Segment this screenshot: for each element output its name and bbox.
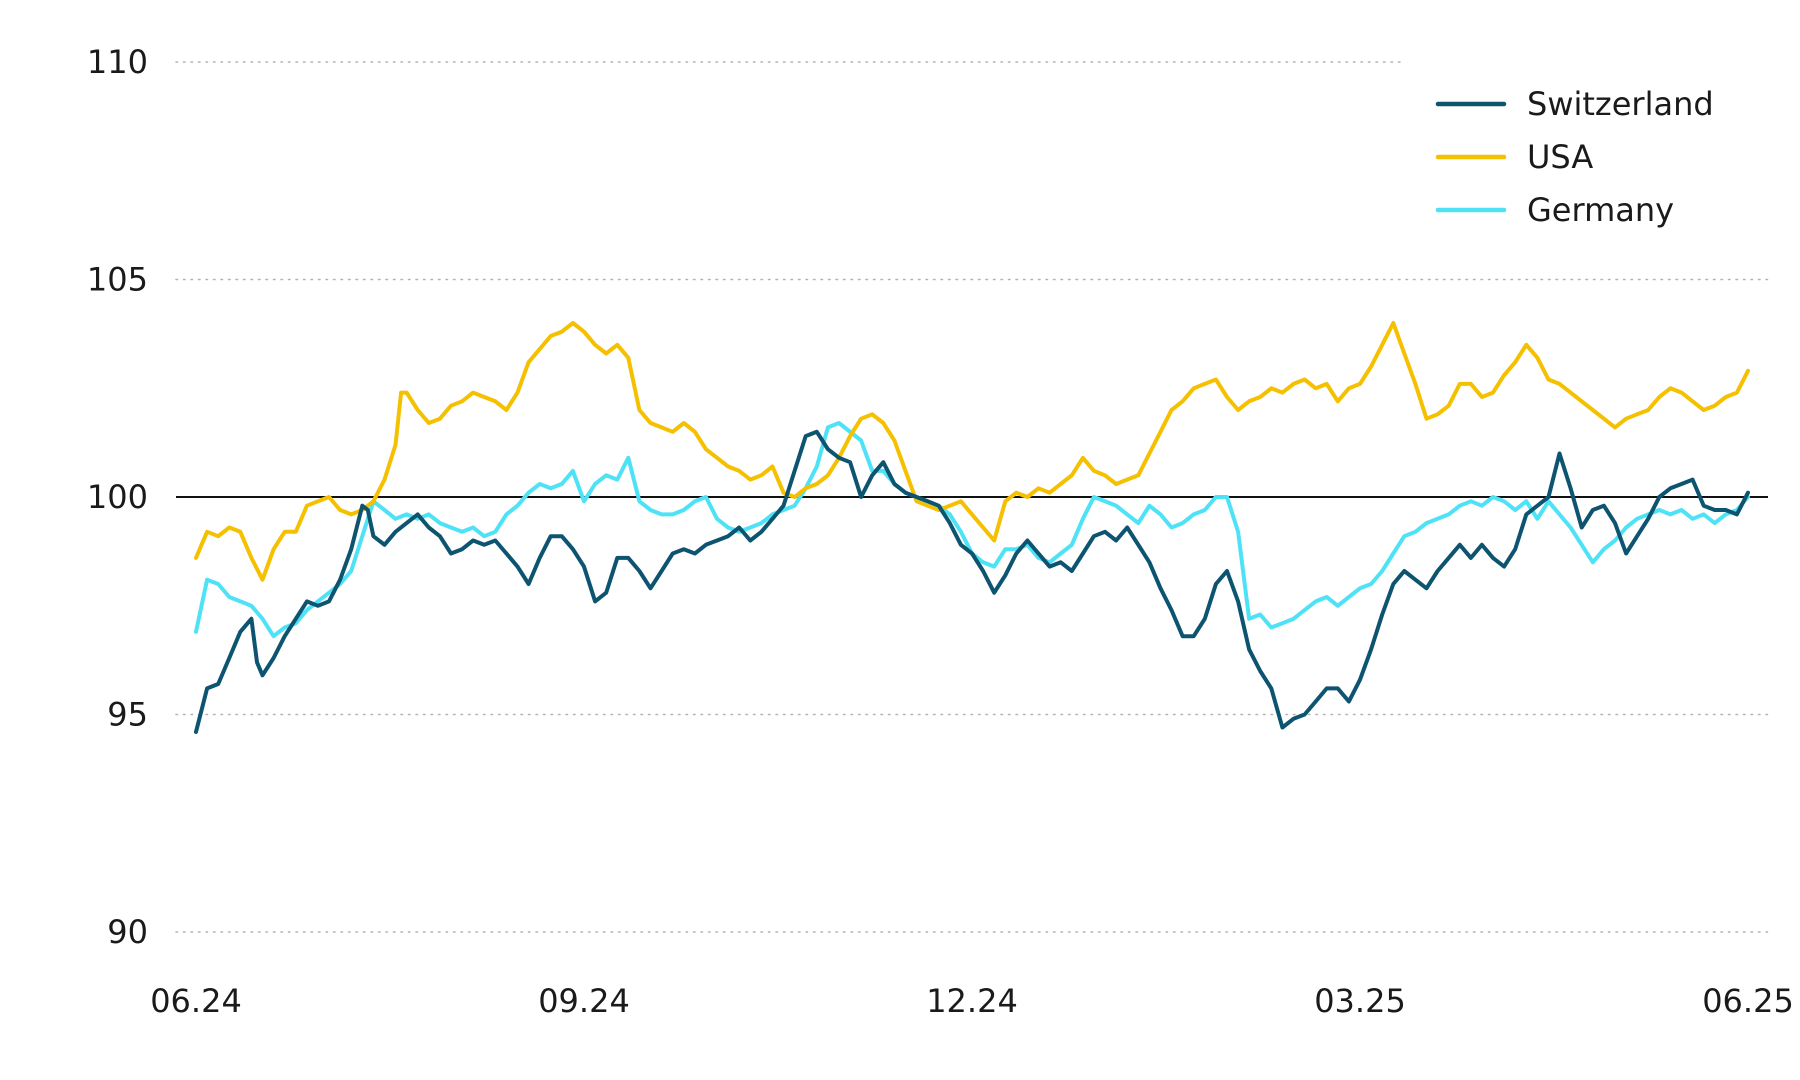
y-tick-label: 90	[107, 913, 148, 951]
y-tick-label: 110	[87, 43, 148, 81]
legend-label: USA	[1527, 138, 1593, 176]
series-line-usa	[194, 321, 1750, 582]
x-tick-label: 09.24	[538, 982, 630, 1020]
series-line-switzerland	[194, 429, 1750, 734]
grid-lines	[175, 61, 1769, 933]
x-tick-label: 06.24	[150, 982, 242, 1020]
legend-label: Switzerland	[1527, 85, 1714, 123]
legend-item-usa: USA	[1435, 138, 1593, 176]
y-tick-label: 100	[87, 478, 148, 516]
y-tick-label: 95	[107, 696, 148, 734]
x-tick-label: 03.25	[1314, 982, 1406, 1020]
series-lines	[194, 321, 1750, 734]
legend-label: Germany	[1527, 191, 1674, 229]
legend-item-germany: Germany	[1435, 191, 1674, 229]
y-axis: 110 105 100 95 90	[87, 43, 148, 951]
legend-item-switzerland: Switzerland	[1435, 85, 1714, 123]
y-tick-label: 105	[87, 261, 148, 299]
x-tick-label: 12.24	[926, 982, 1018, 1020]
legend: Switzerland USA Germany	[1435, 85, 1714, 229]
x-tick-label: 06.25	[1702, 982, 1794, 1020]
x-axis: 06.24 09.24 12.24 03.25 06.25	[150, 982, 1794, 1020]
